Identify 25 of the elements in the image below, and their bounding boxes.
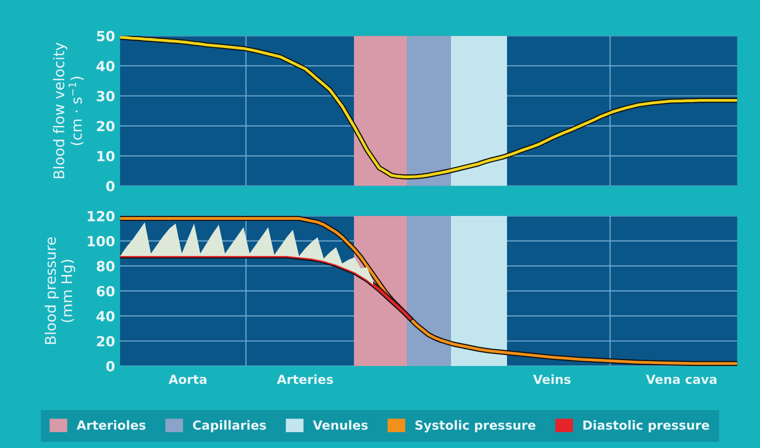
text: Venules xyxy=(312,420,368,430)
text: Capillaries xyxy=(192,420,266,432)
legend-label: Diastolic pressure xyxy=(583,420,710,432)
y-tick-label: 20 xyxy=(96,336,115,346)
x-tick-label: Veins xyxy=(533,374,571,384)
y-tick-label: 40 xyxy=(96,60,115,72)
y-tick-label: 60 xyxy=(96,286,115,296)
y-tick-label: 80 xyxy=(96,260,115,272)
x-tick-label: Vena cava xyxy=(646,374,716,384)
y-tick-label: 0 xyxy=(106,360,115,372)
text: Arterioles xyxy=(76,420,146,430)
line-series xyxy=(120,36,738,180)
y-axis-title: Blood pressure (mm Hg) xyxy=(44,237,76,344)
legend-label: Systolic pressure xyxy=(415,420,536,432)
y-tick-label: 40 xyxy=(96,310,115,322)
x-tick-label: Arteries xyxy=(276,374,333,384)
y-tick-label: 10 xyxy=(97,150,115,162)
y-tick-label: 0 xyxy=(106,180,115,192)
y-tick-label: 100 xyxy=(88,236,115,246)
y-tick-label: 20 xyxy=(96,120,115,132)
x-tick-label: Aorta xyxy=(168,374,206,384)
y-tick-label: 50 xyxy=(96,30,115,42)
y-axis-title: Blood flow velocity (cm · s$^{−1}$) xyxy=(53,42,84,178)
y-tick-label: 30 xyxy=(96,90,115,102)
y-tick-label: 120 xyxy=(88,210,115,222)
